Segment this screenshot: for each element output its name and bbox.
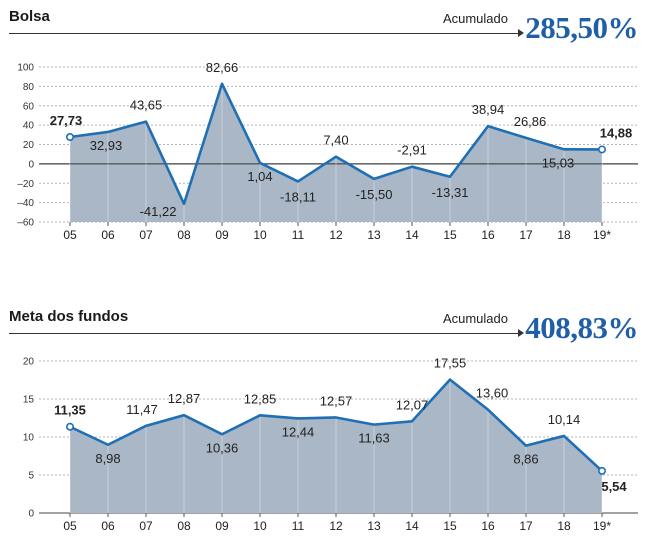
panel-title: Bolsa (9, 8, 50, 25)
x-tick-label: 14 (405, 228, 419, 242)
header-rule (9, 33, 521, 34)
x-tick-label: 18 (557, 228, 571, 242)
endpoint-marker (66, 422, 75, 431)
data-label: 43,65 (130, 98, 163, 113)
data-label: 8,86 (513, 452, 538, 467)
x-tick-label: 11 (292, 228, 305, 242)
x-tick-label: 10 (253, 228, 267, 242)
accumulated-value: 408,83% (525, 310, 638, 345)
header-rule-arrow (518, 29, 524, 37)
accumulated-label: Acumulado (442, 11, 508, 26)
x-tick-label: 07 (139, 228, 153, 242)
data-label: 32,93 (90, 138, 123, 153)
x-tick-label: 09 (215, 228, 229, 242)
data-label: 10,14 (548, 412, 581, 427)
x-tick-label: 14 (405, 519, 419, 533)
data-label: 12,85 (244, 391, 277, 406)
x-tick-label: 05 (63, 519, 77, 533)
data-label: -18,11 (280, 189, 316, 204)
y-tick-label: 60 (23, 101, 35, 112)
header-rule-arrow (518, 329, 524, 337)
x-tick-label: 19* (593, 228, 611, 242)
data-label: 8,98 (95, 451, 120, 466)
data-label: -2,91 (397, 143, 427, 158)
x-tick-label: 13 (367, 519, 381, 533)
data-label: -15,50 (356, 187, 393, 202)
data-label: 11,47 (126, 402, 158, 417)
x-tick-label: 13 (367, 228, 381, 242)
x-tick-label: 15 (443, 519, 457, 533)
y-tick-label: –40 (17, 198, 34, 209)
data-label: 12,57 (320, 393, 353, 408)
y-tick-label: –20 (17, 179, 34, 190)
y-tick-label: 15 (23, 395, 35, 406)
x-tick-label: 16 (481, 228, 495, 242)
bolsa-chart: 100 80 60 40 20 0 –20 –40 –60 05 06 07 08 09 10 11 12 13 1… (17, 60, 638, 242)
y-tick-label: 20 (23, 140, 35, 151)
data-label: 12,87 (168, 391, 201, 406)
data-label: 11,35 (54, 403, 86, 418)
data-label: 10,36 (206, 440, 239, 455)
data-label: 1,04 (247, 169, 272, 184)
y-tick-label: 0 (28, 159, 34, 170)
bolsa-panel: Bolsa Acumulado 285,50% 100 80 60 40 20 0 –20 –… (0, 0, 650, 250)
y-tick-label: 5 (28, 471, 34, 482)
data-label: 12,44 (282, 424, 315, 439)
data-label: 26,86 (514, 114, 547, 129)
series-line (69, 378, 603, 472)
data-label: -41,22 (140, 204, 177, 219)
data-label: 15,03 (542, 155, 575, 170)
y-tick-label: –60 (17, 218, 34, 229)
data-label: -13,31 (432, 185, 469, 200)
data-label: 27,73 (50, 113, 83, 128)
x-tick-label: 10 (253, 519, 267, 533)
series-line (69, 82, 603, 206)
y-tick-label: 80 (23, 82, 35, 93)
panel-title: Meta dos fundos (9, 308, 129, 325)
accumulated-value: 285,50% (525, 10, 638, 45)
data-label: 5,54 (601, 479, 627, 494)
x-tick-label: 06 (101, 228, 115, 242)
data-label: 13,60 (476, 386, 509, 401)
endpoint-marker (597, 145, 606, 154)
x-tick-label: 08 (177, 228, 191, 242)
meta-fundos-chart: 20 15 10 5 0 05 06 07 08 09 10 11 12 13 14 15 16 17 18 19* 1… (23, 356, 638, 533)
meta-fundos-panel: Meta dos fundos Acumulado 408,83% 20 15 10… (0, 300, 650, 551)
x-tick-label: 16 (481, 519, 495, 533)
endpoint-marker (66, 133, 75, 142)
data-label: 38,94 (472, 102, 505, 117)
x-tick-label: 08 (177, 519, 191, 533)
x-tick-label: 17 (519, 228, 533, 242)
y-tick-label: 20 (23, 357, 35, 368)
y-tick-label: 40 (23, 121, 35, 132)
x-tick-label: 11 (292, 519, 305, 533)
header-rule (9, 333, 521, 334)
x-tick-label: 07 (139, 519, 153, 533)
accumulated-label: Acumulado (442, 311, 508, 326)
data-label: 11,63 (358, 431, 390, 446)
y-tick-label: 10 (23, 433, 35, 444)
x-tick-label: 05 (63, 228, 77, 242)
data-label: 14,88 (600, 125, 633, 140)
x-tick-label: 06 (101, 519, 115, 533)
data-label: 82,66 (206, 60, 239, 75)
x-tick-label: 12 (329, 228, 343, 242)
data-label: 7,40 (323, 133, 348, 148)
y-tick-label: 0 (28, 509, 34, 520)
area-fill (70, 83, 602, 222)
x-tick-label: 17 (519, 519, 533, 533)
data-label: 17,55 (434, 356, 467, 371)
x-tick-label: 12 (329, 519, 343, 533)
x-tick-label: 19* (593, 519, 611, 533)
y-tick-label: 100 (17, 63, 34, 74)
data-label: 12,07 (396, 397, 429, 412)
x-tick-label: 15 (443, 228, 457, 242)
x-tick-label: 09 (215, 519, 229, 533)
endpoint-marker (597, 466, 606, 475)
x-tick-label: 18 (557, 519, 571, 533)
